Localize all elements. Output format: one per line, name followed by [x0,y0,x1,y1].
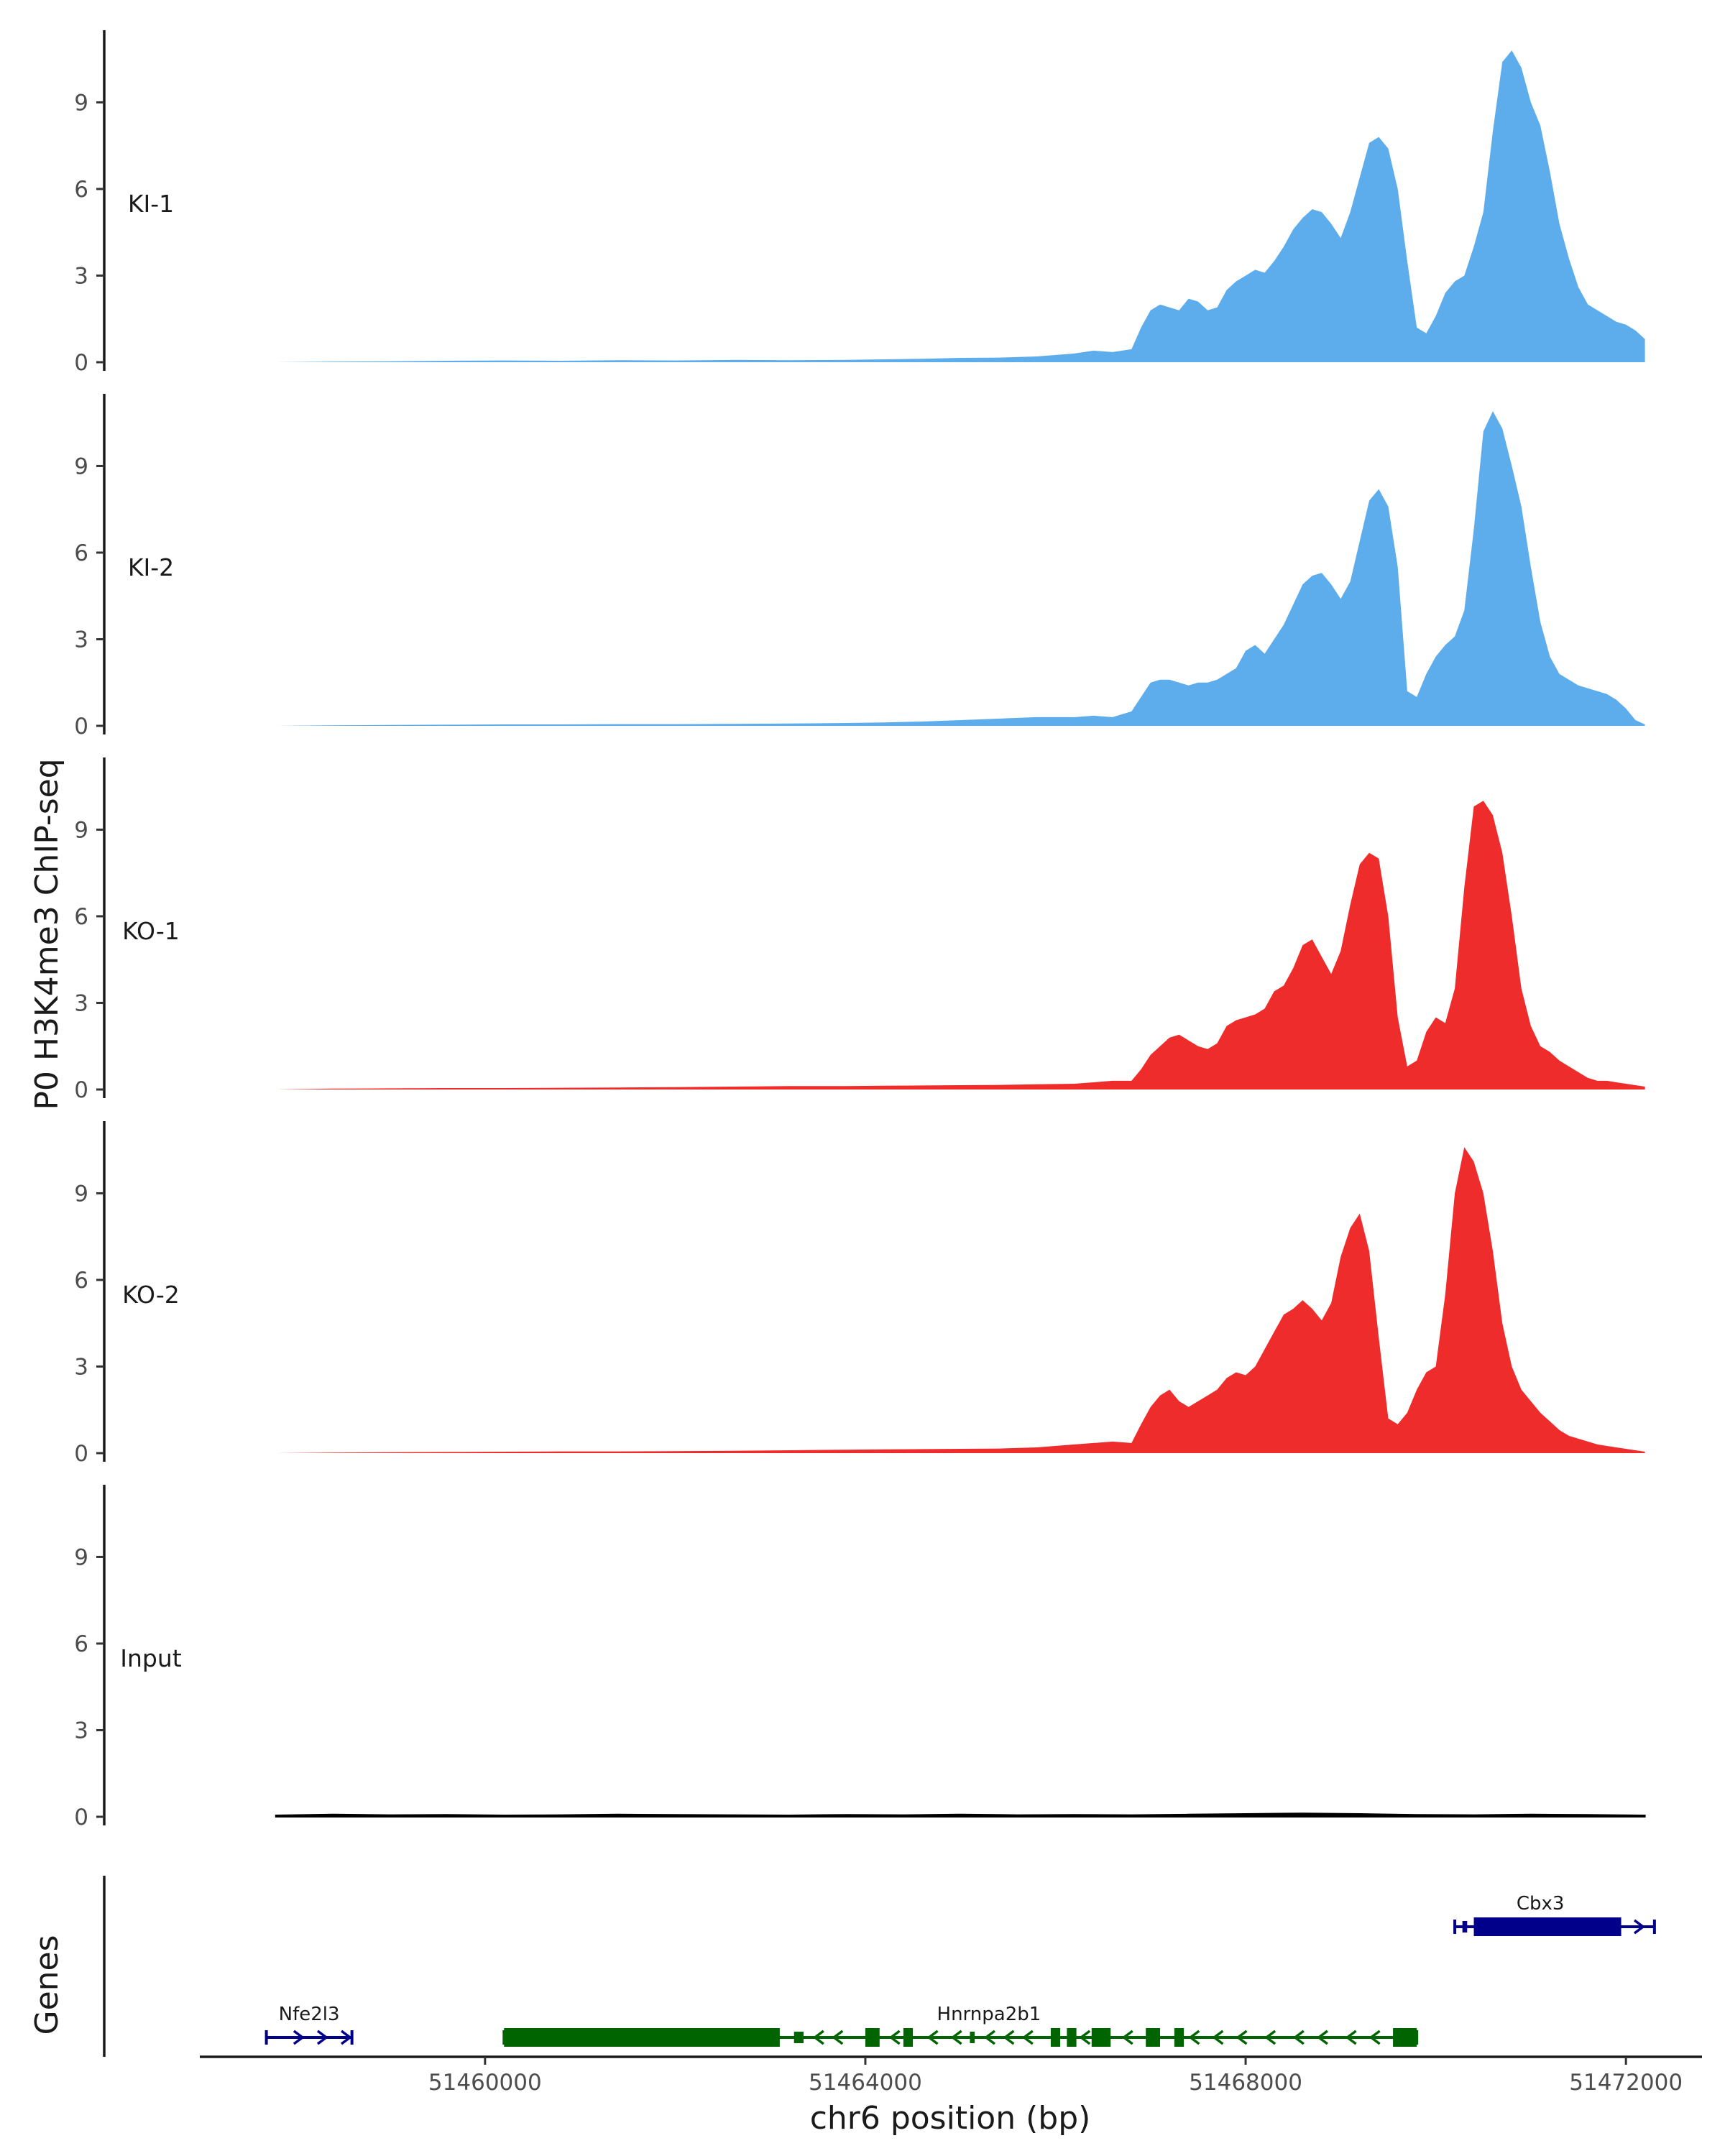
strand-arrow-icon [1292,2030,1305,2045]
x-axis: 51460000 51464000 51468000 51472000 [200,2055,1702,2096]
gene-exon [1146,2028,1161,2047]
tracks: 0 3 6 9 KI-1 0 3 6 9 KI-2 0 3 6 9 KO-1 0 3 6 9 KO-2 0 3 6 9 Inpu… [74,30,1646,1830]
strand-arrow-icon [832,2030,844,2045]
strand-arrow-icon [1316,2030,1328,2045]
y-tick-label: 0 [74,1441,88,1467]
strand-arrow-icon [950,2030,962,2045]
track-label: KO-1 [122,917,180,945]
x-axis-title: chr6 position (bp) [810,2100,1091,2137]
gene-exon [1067,2028,1077,2047]
genes-axis-title: Genes [29,1935,65,2035]
gene-exon [903,2028,914,2047]
track-ko-1: 0 3 6 9 KO-1 [74,757,1645,1103]
strand-arrow-icon [1212,2030,1224,2045]
strand-arrow-icon [1633,1919,1645,1935]
y-tick-label: 9 [74,90,88,116]
y-tick-label: 0 [74,714,88,740]
gene-exon [794,2032,804,2043]
track-label: KI-1 [128,190,174,218]
y-tick-label: 0 [74,350,88,376]
gene-exon [970,2032,975,2043]
signal-area-ki-1 [275,50,1645,362]
gene-exon [1091,2028,1111,2047]
y-tick-label: 9 [74,817,88,843]
y-tick-label: 3 [74,263,88,289]
track-label: KI-2 [128,553,174,581]
strand-arrow-icon [983,2030,995,2045]
strand-arrow-icon [888,2030,901,2045]
y-tick-label: 6 [74,904,88,930]
y-tick-label: 0 [74,1805,88,1830]
gene-exon [1462,1921,1468,1932]
track-label: KO-2 [122,1281,180,1309]
y-axis-title: P0 H3K4me3 ChIP-seq [29,758,65,1110]
strand-arrow-icon [1121,2030,1133,2045]
track-label: Input [120,1644,182,1672]
gene-track: Nfe2l3 Hnrnpa2b1 Cbx3 [103,1876,1656,2057]
track-ki-2: 0 3 6 9 KI-2 [74,394,1645,740]
strand-arrow-icon [340,2030,352,2045]
x-tick-label: 51472000 [1569,2070,1683,2096]
y-tick-label: 6 [74,1631,88,1657]
gene-cbx3: Cbx3 [1453,1893,1656,1936]
gene-label: Cbx3 [1517,1893,1565,1915]
strand-arrow-icon [1264,2030,1276,2045]
strand-arrow-icon [1021,2030,1034,2045]
gene-exon [1050,2028,1061,2047]
track-ki-1: 0 3 6 9 KI-1 [74,30,1645,376]
strand-arrow-icon [812,2030,824,2045]
track-input: 0 3 6 9 Input [74,1485,1646,1830]
y-tick-label: 3 [74,990,88,1016]
gene-label: Nfe2l3 [279,2004,340,2025]
strand-arrow-icon [926,2030,939,2045]
strand-arrow-icon [1003,2030,1015,2045]
gene-label: Hnrnpa2b1 [937,2004,1041,2025]
gene-exon [1473,1917,1622,1936]
y-tick-label: 3 [74,1718,88,1743]
y-tick-label: 3 [74,1354,88,1380]
strand-arrow-icon [1345,2030,1357,2045]
x-tick-label: 51468000 [1189,2070,1302,2096]
y-tick-label: 0 [74,1077,88,1103]
strand-arrow-icon [1368,2030,1381,2045]
signal-area-input [275,1812,1646,1818]
strand-arrow-icon [1079,2030,1091,2045]
y-tick-label: 9 [74,1181,88,1207]
strand-arrow-icon [316,2030,328,2045]
y-tick-label: 9 [74,453,88,479]
gene-nfe2l3: Nfe2l3 [264,2004,354,2045]
gene-exon [504,2028,780,2047]
x-tick-label: 51460000 [428,2070,542,2096]
y-tick-label: 9 [74,1544,88,1570]
x-tick-label: 51464000 [809,2070,922,2096]
strand-arrow-icon [293,2030,305,2045]
gene-exon [1393,2028,1417,2047]
gene-hnrnpa2b1: Hnrnpa2b1 [502,2004,1419,2047]
gene-exon [1174,2028,1184,2047]
signal-area-ko-2 [275,1147,1645,1453]
y-tick-label: 6 [74,177,88,203]
y-tick-label: 3 [74,627,88,653]
gene-exon [865,2028,880,2047]
signal-area-ko-1 [275,801,1645,1089]
y-tick-label: 6 [74,1268,88,1294]
strand-arrow-icon [1236,2030,1248,2045]
signal-area-ki-2 [275,411,1645,726]
track-ko-2: 0 3 6 9 KO-2 [74,1121,1645,1467]
strand-arrow-icon [1188,2030,1200,2045]
y-tick-label: 6 [74,540,88,566]
